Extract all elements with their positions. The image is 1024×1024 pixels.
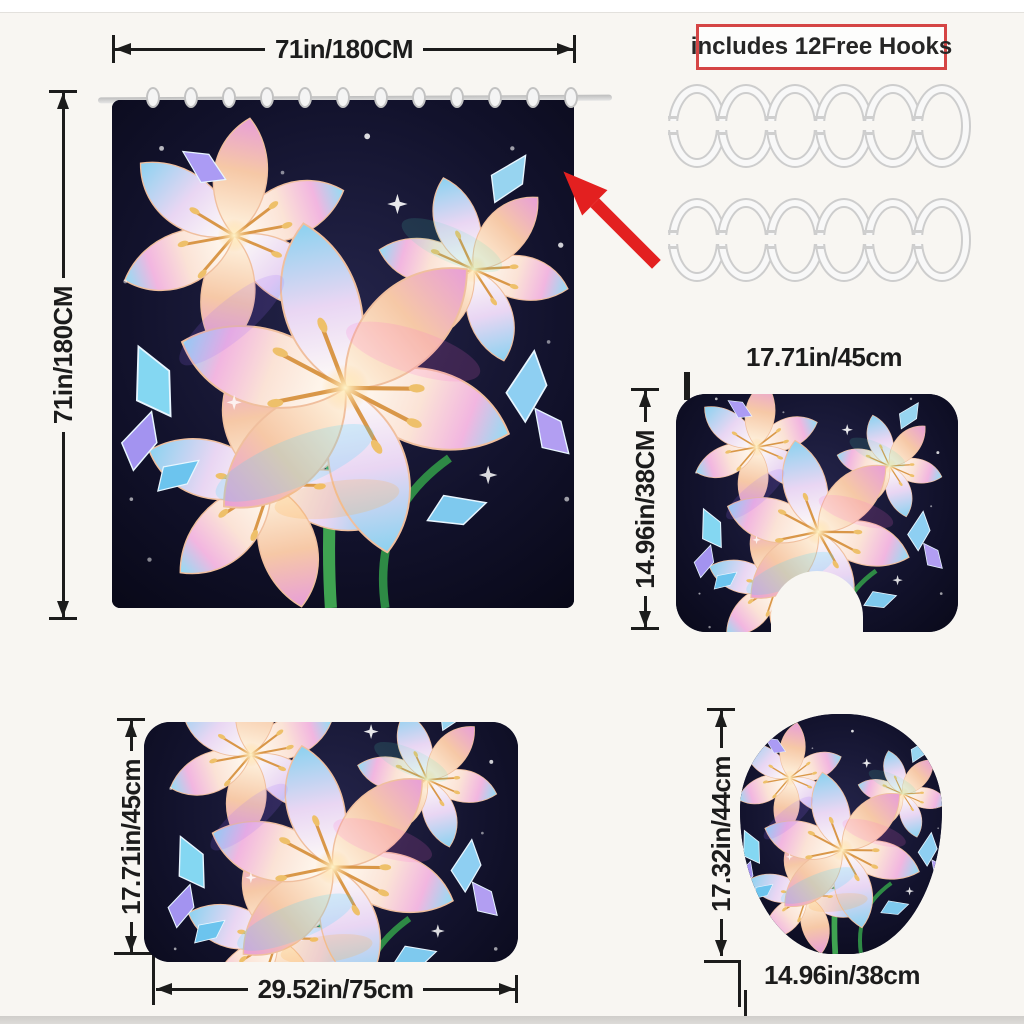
curtain-rod-hook-icon xyxy=(488,87,502,108)
curtain-rod-hook-icon xyxy=(564,87,578,108)
curtain-rod-hook-icon xyxy=(184,87,198,108)
dimension-corner-bracket xyxy=(114,952,155,1005)
dimension-tick xyxy=(515,975,519,1003)
dimension-arrow-left-icon xyxy=(156,987,248,991)
bottom-edge-strip xyxy=(0,1016,1024,1024)
lid-cover-height-label: 17.32in/44cm xyxy=(706,755,736,912)
dimension-arrow-up-icon xyxy=(129,721,133,751)
shower-hook-icon xyxy=(911,198,971,282)
shower-hook-icon xyxy=(911,84,971,168)
curtain-rod-hook-icon xyxy=(298,87,312,108)
dimension-tick xyxy=(687,372,690,400)
dimension-tick xyxy=(112,35,115,63)
dimension-tick xyxy=(707,708,735,711)
hook-row xyxy=(666,80,973,172)
curtain-width-label: 71in/180CM xyxy=(274,34,414,64)
dimension-tick xyxy=(684,372,687,400)
contour-mat-width-dimension: 17.71in/45cm xyxy=(684,344,964,400)
free-hooks-badge: includes 12Free Hooks xyxy=(691,24,952,70)
dimension-line xyxy=(744,990,940,1018)
lid-cover-height-dimension: 17.32in/44cm xyxy=(704,708,738,957)
lid-cover-width-label: 14.96in/38cm xyxy=(764,960,920,990)
lid-cover-artwork xyxy=(740,714,942,954)
dimension-tick xyxy=(573,35,577,63)
curtain-height-dimension: 71in/180CM xyxy=(46,90,80,621)
curtain-rod-hook-icon xyxy=(260,87,274,108)
dimension-arrow-left-icon xyxy=(115,47,265,51)
dimension-arrow-up-icon xyxy=(719,711,723,748)
bath-mat-width-dimension: 29.52in/75cm xyxy=(156,974,519,1004)
free-hooks-badge-label: includes 12Free Hooks xyxy=(690,33,953,60)
bath-mat-width-label: 29.52in/75cm xyxy=(257,974,414,1004)
curtain-height-label: 71in/180CM xyxy=(48,285,78,425)
contour-mat-height-dimension: 14.96in/38CM xyxy=(628,388,662,630)
dimension-arrow-down-icon xyxy=(643,596,647,627)
dimension-tick xyxy=(117,718,145,721)
dimension-tick xyxy=(49,617,77,621)
dimension-arrow-right-icon xyxy=(423,987,516,991)
dimension-tick xyxy=(744,990,747,1018)
hook-row xyxy=(666,194,973,286)
curtain-rod-hook-icon xyxy=(450,87,464,108)
bath-mat-height-dimension: 17.71in/45cm xyxy=(114,718,148,953)
red-arrow-icon xyxy=(563,171,661,269)
dimension-line xyxy=(684,372,964,400)
curtain-width-dimension: 71in/180CM xyxy=(112,34,577,64)
bath-mat-artwork xyxy=(144,722,518,962)
dimension-tick xyxy=(49,90,77,93)
dimension-arrow-up-icon xyxy=(61,93,65,278)
contour-bath-mat xyxy=(676,394,958,632)
curtain-rod-hook-icon xyxy=(412,87,426,108)
top-edge-strip xyxy=(0,0,1024,13)
dimension-arrow-down-icon xyxy=(719,919,723,957)
curtain-artwork-frame xyxy=(112,100,574,608)
dimension-tick xyxy=(631,627,659,630)
dimension-tick xyxy=(631,388,659,391)
bath-mat xyxy=(144,722,518,962)
curtain-rod-hook-icon xyxy=(374,87,388,108)
bath-mat-height-label: 17.71in/45cm xyxy=(116,758,146,915)
contour-mat-height-label: 14.96in/38CM xyxy=(630,429,660,589)
dimension-arrow-right-icon xyxy=(423,47,574,51)
shower-curtain xyxy=(112,87,578,608)
contour-mat-width-label: 17.71in/45cm xyxy=(746,342,902,372)
toilet-lid-cover xyxy=(740,714,942,954)
curtain-rod-hook-icon xyxy=(146,87,160,108)
curtain-artwork xyxy=(112,100,574,608)
dimension-corner-bracket xyxy=(704,960,741,1007)
curtain-rod-hook-icon xyxy=(526,87,540,108)
rod-hooks xyxy=(146,87,578,108)
dimension-arrow-down-icon xyxy=(129,922,133,953)
dimension-arrow-down-icon xyxy=(61,432,65,618)
curtain-rod-hook-icon xyxy=(336,87,350,108)
lid-cover-width-dimension: 14.96in/38cm xyxy=(744,962,940,1018)
curtain-rod-hook-icon xyxy=(222,87,236,108)
dimension-arrow-up-icon xyxy=(643,391,647,422)
